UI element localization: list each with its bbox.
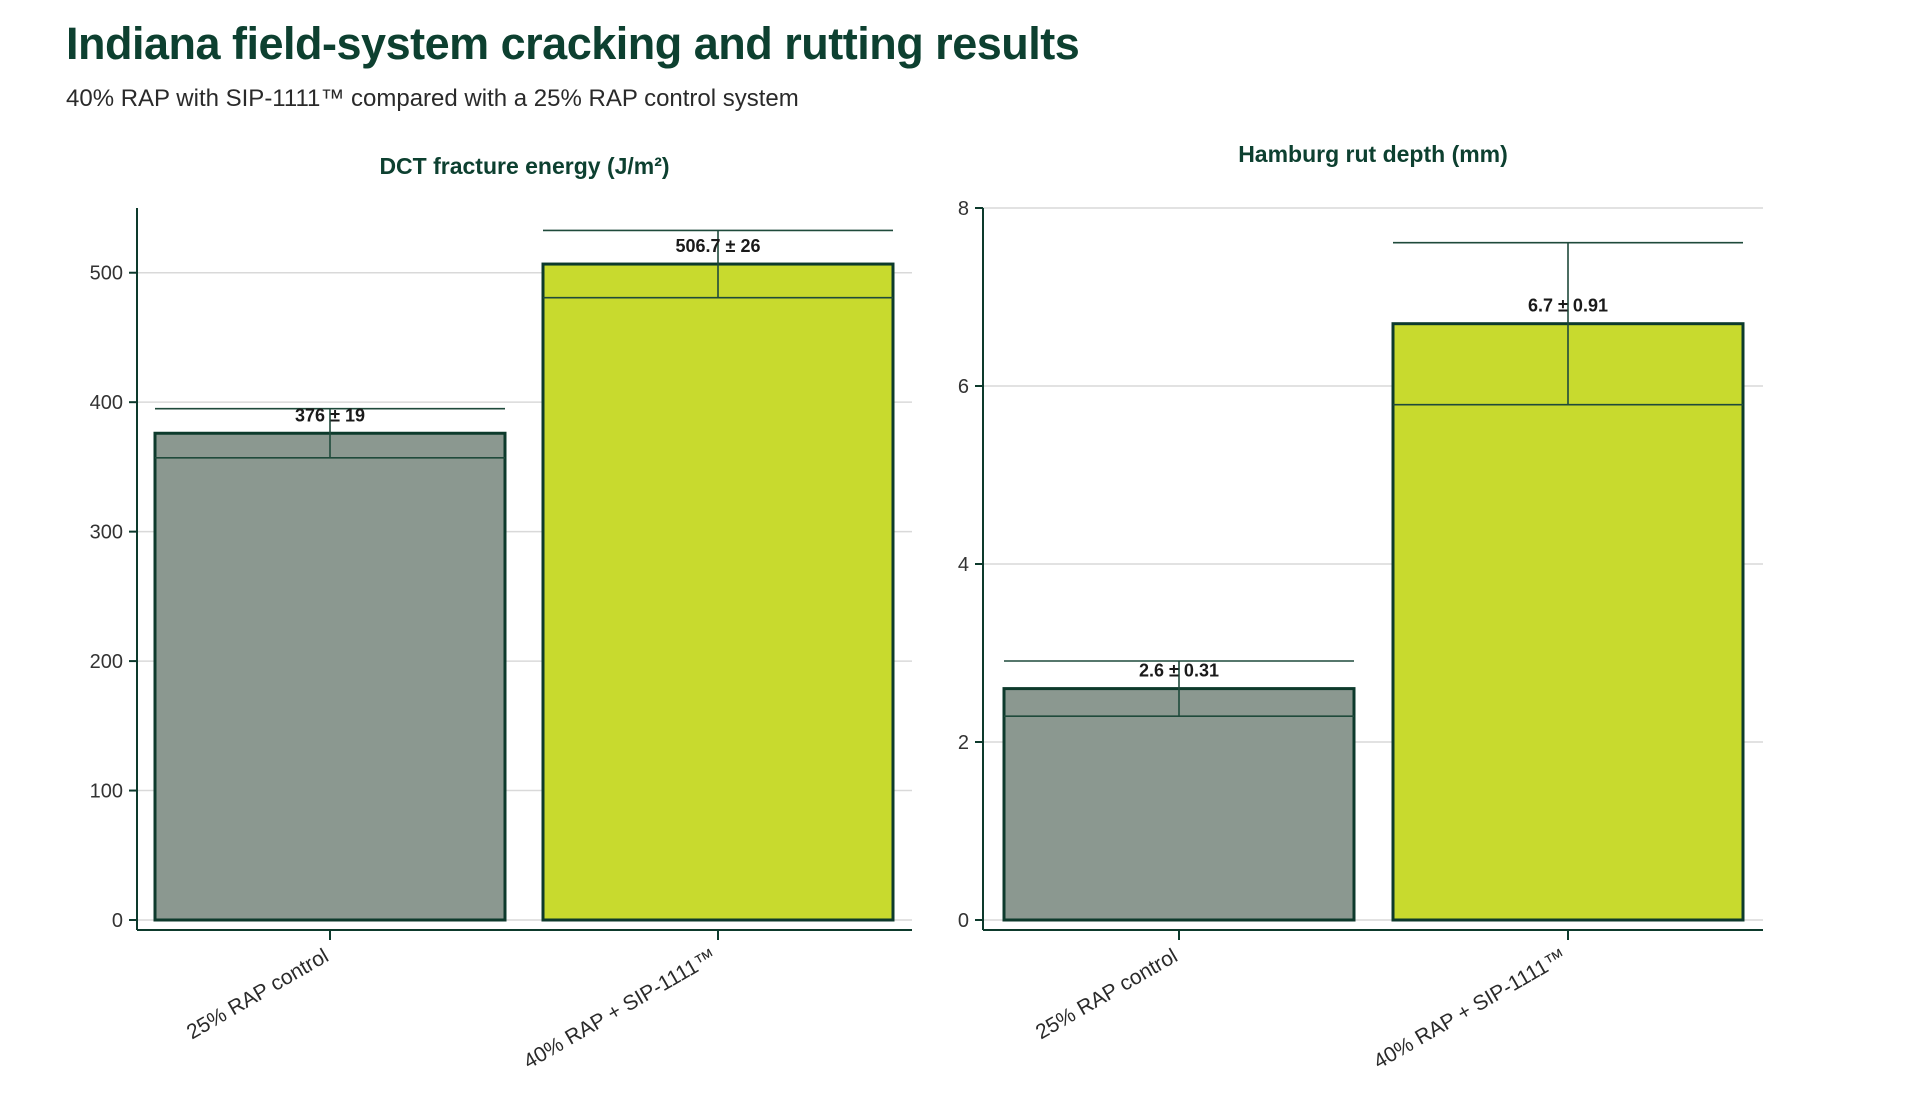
y-tick-label: 300 <box>90 522 123 544</box>
y-tick-label: 4 <box>958 554 969 576</box>
panel-title: DCT fracture energy (J/m²) <box>379 153 669 179</box>
chart-panel-1: DCT fracture energy (J/m²) 0 100 200 300 400 5… <box>90 153 912 1074</box>
data-label: 6.7 ± 0.91 <box>1528 296 1608 316</box>
y-tick-label: 0 <box>112 910 123 932</box>
data-label: 506.7 ± 26 <box>676 236 761 256</box>
x-tick-label: 40% RAP + SIP-1111™ <box>1370 944 1571 1073</box>
bar <box>1002 687 1356 922</box>
page-title: Indiana field-system cracking and ruttin… <box>66 18 1080 69</box>
panel-title: Hamburg rut depth (mm) <box>1238 141 1508 167</box>
y-tick-label: 400 <box>90 392 123 414</box>
x-tick-label: 25% RAP control <box>1032 944 1182 1044</box>
page-subtitle: 40% RAP with SIP-1111™ compared with a 2… <box>66 85 799 112</box>
y-tick-label: 0 <box>958 910 969 932</box>
data-label: 376 ± 19 <box>295 405 365 425</box>
y-tick-label: 8 <box>958 198 969 220</box>
y-tick-label: 200 <box>90 651 123 673</box>
y-tick-label: 100 <box>90 781 123 803</box>
bar <box>1391 322 1745 922</box>
bar <box>541 262 895 922</box>
chart-panel-2: Hamburg rut depth (mm) 0 2 4 6 8 2.6 ± 0.31 25%… <box>958 141 1763 1074</box>
bar <box>153 431 507 922</box>
data-label: 2.6 ± 0.31 <box>1139 661 1219 681</box>
y-tick-label: 500 <box>90 263 123 285</box>
x-tick-label: 40% RAP + SIP-1111™ <box>520 944 721 1073</box>
y-tick-label: 2 <box>958 732 969 754</box>
y-tick-label: 6 <box>958 376 969 398</box>
x-tick-label: 25% RAP control <box>183 944 333 1044</box>
